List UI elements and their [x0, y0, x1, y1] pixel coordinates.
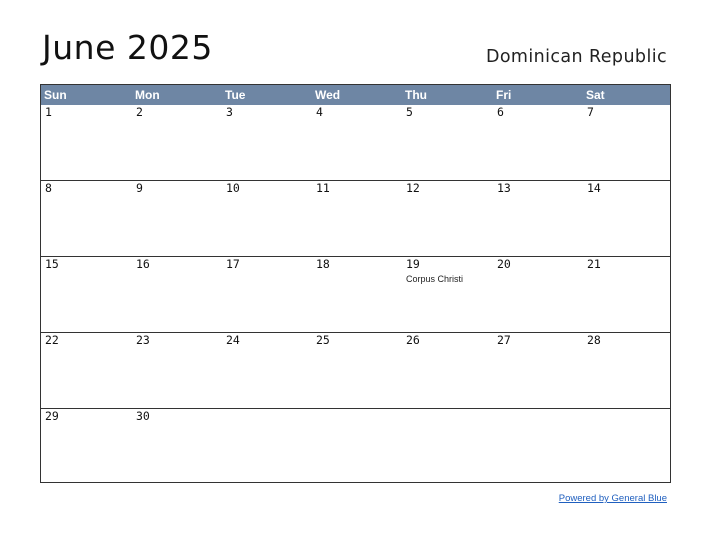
day-cell[interactable]: 12: [402, 181, 493, 256]
day-number: 12: [406, 181, 420, 195]
day-cell-empty: [222, 409, 312, 484]
day-number: 19: [406, 257, 420, 271]
day-cell[interactable]: 19 Corpus Christi: [402, 257, 493, 332]
day-cell[interactable]: 10: [222, 181, 312, 256]
day-number: 1: [45, 105, 52, 119]
week-row: 8 9 10 11 12 13 14: [41, 180, 670, 256]
day-cell[interactable]: 13: [493, 181, 583, 256]
weekday-tue: Tue: [225, 88, 246, 102]
day-number: 9: [136, 181, 143, 195]
day-cell[interactable]: 25: [312, 333, 402, 408]
day-cell-empty: [583, 409, 670, 484]
day-number: 13: [497, 181, 511, 195]
day-cell[interactable]: 7: [583, 105, 670, 180]
day-cell-empty: [493, 409, 583, 484]
day-cell[interactable]: 11: [312, 181, 402, 256]
week-row: 1 2 3 4 5 6 7: [41, 105, 670, 181]
day-cell[interactable]: 27: [493, 333, 583, 408]
day-number: 8: [45, 181, 52, 195]
day-number: 20: [497, 257, 511, 271]
day-cell[interactable]: 26: [402, 333, 493, 408]
day-cell[interactable]: 1: [41, 105, 132, 180]
day-number: 5: [406, 105, 413, 119]
day-number: 21: [587, 257, 601, 271]
day-cell[interactable]: 2: [132, 105, 222, 180]
calendar-grid: Sun Mon Tue Wed Thu Fri Sat 1 2 3 4 5 6 …: [40, 84, 671, 483]
weekday-sat: Sat: [586, 88, 605, 102]
day-cell-empty: [402, 409, 493, 484]
day-cell[interactable]: 21: [583, 257, 670, 332]
day-number: 3: [226, 105, 233, 119]
day-number: 2: [136, 105, 143, 119]
day-cell[interactable]: 17: [222, 257, 312, 332]
day-cell[interactable]: 22: [41, 333, 132, 408]
day-number: 27: [497, 333, 511, 347]
week-row: 22 23 24 25 26 27 28: [41, 332, 670, 408]
day-number: 17: [226, 257, 240, 271]
weekday-sun: Sun: [44, 88, 67, 102]
day-number: 24: [226, 333, 240, 347]
day-number: 11: [316, 181, 330, 195]
powered-by-link[interactable]: Powered by General Blue: [558, 493, 667, 504]
day-cell[interactable]: 29: [41, 409, 132, 484]
weekday-wed: Wed: [315, 88, 341, 102]
day-cell[interactable]: 15: [41, 257, 132, 332]
day-number: 16: [136, 257, 150, 271]
day-number: 4: [316, 105, 323, 119]
day-number: 18: [316, 257, 330, 271]
day-cell[interactable]: 8: [41, 181, 132, 256]
day-number: 25: [316, 333, 330, 347]
day-cell[interactable]: 20: [493, 257, 583, 332]
day-number: 23: [136, 333, 150, 347]
day-cell[interactable]: 5: [402, 105, 493, 180]
day-cell[interactable]: 28: [583, 333, 670, 408]
week-row: 15 16 17 18 19 Corpus Christi 20 21: [41, 256, 670, 332]
day-number: 7: [587, 105, 594, 119]
day-number: 10: [226, 181, 240, 195]
day-cell[interactable]: 14: [583, 181, 670, 256]
day-number: 26: [406, 333, 420, 347]
day-cell[interactable]: 30: [132, 409, 222, 484]
weekday-header: Sun Mon Tue Wed Thu Fri Sat: [41, 85, 670, 105]
day-cell-empty: [312, 409, 402, 484]
weekday-thu: Thu: [405, 88, 427, 102]
day-cell[interactable]: 23: [132, 333, 222, 408]
day-cell[interactable]: 16: [132, 257, 222, 332]
day-cell[interactable]: 4: [312, 105, 402, 180]
weekday-fri: Fri: [496, 88, 512, 102]
day-cell[interactable]: 18: [312, 257, 402, 332]
day-number: 29: [45, 409, 59, 423]
day-number: 15: [45, 257, 59, 271]
page-title: June 2025: [42, 28, 213, 67]
day-cell[interactable]: 3: [222, 105, 312, 180]
day-cell[interactable]: 9: [132, 181, 222, 256]
holiday-label: Corpus Christi: [406, 274, 464, 284]
day-cell[interactable]: 6: [493, 105, 583, 180]
day-number: 30: [136, 409, 150, 423]
weekday-mon: Mon: [135, 88, 160, 102]
day-cell[interactable]: 24: [222, 333, 312, 408]
day-number: 14: [587, 181, 601, 195]
week-row: 29 30: [41, 408, 670, 484]
day-number: 6: [497, 105, 504, 119]
day-number: 22: [45, 333, 59, 347]
country-label: Dominican Republic: [485, 47, 667, 67]
day-number: 28: [587, 333, 601, 347]
